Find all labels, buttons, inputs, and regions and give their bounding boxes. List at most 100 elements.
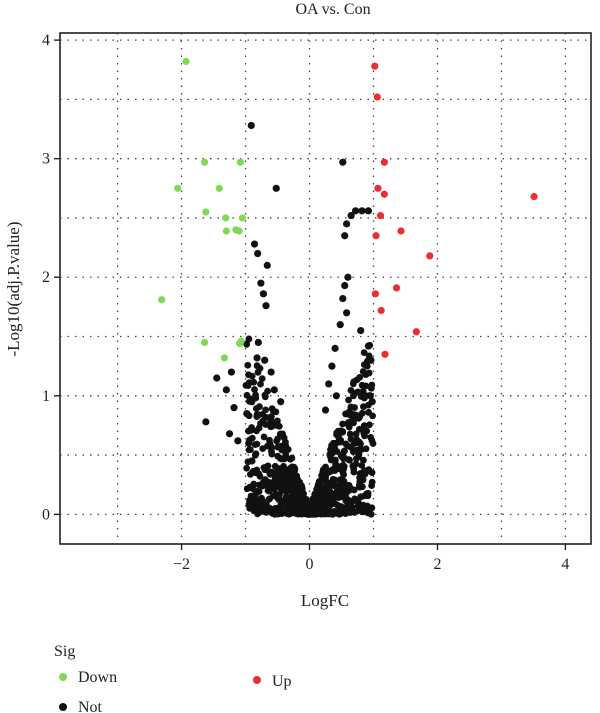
- x-tick-label: −2: [173, 556, 190, 573]
- point-not: [267, 447, 275, 455]
- point-not: [341, 281, 349, 290]
- point-not: [252, 405, 260, 412]
- point-not: [339, 294, 347, 303]
- y-axis-ticks: 0 1 2 3 4: [42, 32, 60, 523]
- point-not: [251, 491, 259, 499]
- point-not: [258, 505, 266, 513]
- point-not: [361, 432, 368, 440]
- point-not: [270, 386, 278, 394]
- point-not: [286, 503, 294, 511]
- point-not: [273, 417, 281, 425]
- point-not: [364, 401, 372, 409]
- point-not: [253, 427, 260, 435]
- point-not: [366, 421, 373, 429]
- point-not: [362, 445, 370, 453]
- point-not: [262, 406, 269, 414]
- point-not: [342, 440, 350, 448]
- point-not: [262, 413, 270, 421]
- x-tick-label: 2: [433, 556, 441, 573]
- point-not: [368, 437, 376, 444]
- point-not: [244, 458, 252, 466]
- point-not: [364, 207, 372, 215]
- point-not: [357, 393, 365, 400]
- point-not: [276, 484, 284, 492]
- point-not: [358, 461, 366, 469]
- point-not: [275, 422, 283, 430]
- legend-marker-not: [59, 703, 67, 711]
- point-not: [343, 220, 351, 228]
- point-not: [359, 456, 367, 464]
- point-not: [245, 427, 252, 435]
- point-not: [362, 382, 370, 390]
- point-not: [267, 368, 275, 376]
- point-not: [275, 496, 283, 504]
- point-not: [251, 496, 259, 504]
- point-not: [260, 433, 268, 441]
- point-not: [288, 454, 296, 462]
- point-not: [358, 207, 366, 215]
- point-not: [369, 412, 377, 420]
- point-not: [339, 461, 347, 469]
- point-down: [174, 184, 182, 192]
- point-not: [298, 490, 306, 497]
- point-up: [397, 227, 405, 235]
- point-up: [426, 252, 434, 260]
- point-up: [373, 93, 381, 101]
- point-not: [357, 326, 365, 335]
- point-not: [256, 472, 264, 480]
- point-not: [257, 279, 265, 287]
- point-not: [269, 479, 277, 486]
- y-axis-label: -Log10(adj.P.value): [4, 221, 23, 356]
- point-up: [377, 306, 385, 315]
- point-not: [243, 464, 251, 472]
- point-not: [320, 496, 328, 504]
- point-not: [321, 406, 330, 414]
- point-not: [244, 382, 252, 390]
- grid-lines: [60, 33, 591, 544]
- point-not: [360, 361, 368, 369]
- point-not: [253, 354, 261, 362]
- point-not: [344, 273, 352, 281]
- point-not: [266, 436, 273, 444]
- point-not: [336, 321, 344, 329]
- point-not: [351, 207, 360, 215]
- point-not: [263, 261, 271, 269]
- point-not: [272, 490, 280, 498]
- point-not: [358, 409, 366, 417]
- point-not: [285, 483, 293, 491]
- point-not: [264, 387, 271, 395]
- point-not: [257, 380, 264, 388]
- point-not: [365, 352, 373, 360]
- point-not: [234, 437, 242, 445]
- legend-label-up: Up: [272, 673, 292, 690]
- point-not: [285, 510, 293, 518]
- point-not: [245, 446, 253, 454]
- legend-label-down: Down: [78, 669, 117, 686]
- point-not: [264, 482, 272, 490]
- point-not: [332, 392, 340, 400]
- point-not: [347, 211, 355, 220]
- point-not: [259, 482, 267, 490]
- point-not: [250, 378, 258, 386]
- point-not: [298, 485, 306, 492]
- series-down-points: [158, 57, 246, 362]
- point-not: [367, 510, 375, 518]
- point-not: [259, 290, 268, 298]
- point-not: [346, 509, 354, 517]
- point-not: [274, 510, 282, 518]
- point-not: [261, 466, 269, 474]
- legend-label-not: Not: [78, 699, 103, 713]
- point-not: [253, 413, 261, 420]
- plot-frame: [59, 32, 592, 545]
- point-not: [331, 467, 339, 475]
- x-axis-label: LogFC: [301, 591, 349, 610]
- point-up: [530, 193, 538, 201]
- point-not: [329, 498, 337, 506]
- point-not: [291, 472, 299, 480]
- point-not: [246, 483, 254, 491]
- point-up: [392, 284, 401, 292]
- point-down: [158, 296, 166, 304]
- point-not: [325, 380, 333, 388]
- legend: Sig Down Up Not: [54, 643, 292, 713]
